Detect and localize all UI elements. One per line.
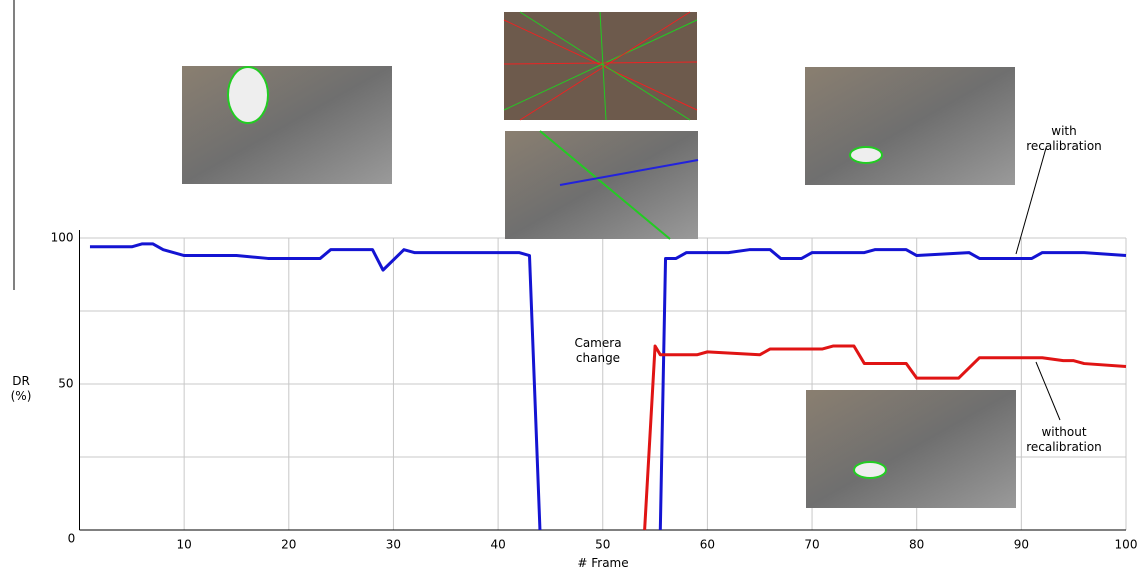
x-tick-label: 0 (68, 532, 76, 546)
leader-line (1036, 362, 1060, 420)
x-tick-label: 100 (1115, 538, 1137, 552)
x-tick-label: 90 (1014, 538, 1029, 552)
page: 0 10 20 30 40 50 60 70 80 90 100 50 100 Camera chang… (0, 0, 1137, 570)
chart: 0 10 20 30 40 50 60 70 80 90 100 50 100 (0, 0, 1137, 570)
x-tick-label: 40 (490, 538, 505, 552)
y-tick-label: 50 (58, 377, 73, 391)
x-tick-label: 70 (804, 538, 819, 552)
annotation: Camera change (560, 336, 636, 366)
thumbnail (806, 390, 1016, 508)
x-tick-label: 10 (177, 538, 192, 552)
thumbnails (182, 12, 1016, 508)
thumbnail (182, 66, 392, 184)
x-axis-label: # Frame (560, 556, 646, 570)
x-tick-label: 20 (281, 538, 296, 552)
thumbnail-detail (854, 462, 886, 478)
series-label: without recalibration (1014, 425, 1114, 455)
x-tick-label: 60 (700, 538, 715, 552)
x-tick-label: 30 (386, 538, 401, 552)
thumbnail-detail (850, 147, 882, 163)
x-tick-label: 80 (909, 538, 924, 552)
x-tick-label: 50 (595, 538, 610, 552)
y-axis-label: DR (%) (4, 374, 38, 404)
thumbnail-detail (228, 67, 268, 123)
thumbnail (805, 67, 1015, 185)
y-tick-label: 100 (51, 231, 74, 245)
thumbnail (505, 131, 698, 239)
series-label: with recalibration (1016, 124, 1112, 154)
